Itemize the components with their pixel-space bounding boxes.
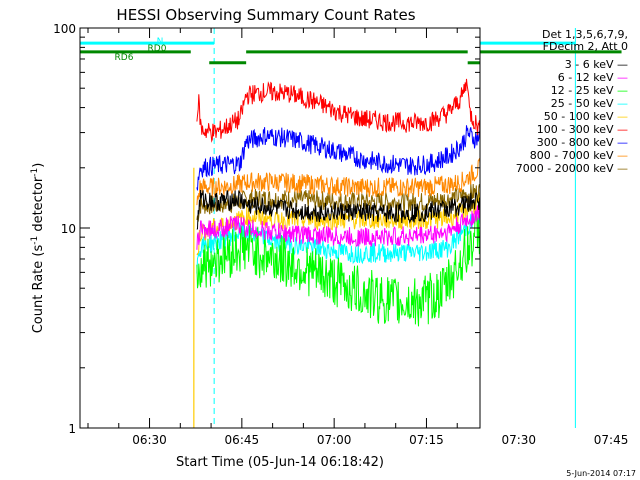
y-tick-label-100: 100 bbox=[53, 22, 76, 36]
legend-header-line-1: Det 1,3,5,6,7,9, bbox=[542, 28, 628, 41]
y-tick-label-10: 10 bbox=[61, 222, 76, 236]
x-tick-label-0715: 07:15 bbox=[409, 433, 444, 447]
legend-entry-3-6-keV: 3 - 6 keV — bbox=[565, 58, 628, 71]
legend-entry-25-50-keV: 25 - 50 keV — bbox=[551, 97, 628, 110]
series-line-3-6-keV bbox=[196, 189, 480, 230]
x-tick-label-0630: 06:30 bbox=[132, 433, 167, 447]
y-axis: 1 10 100 bbox=[53, 22, 480, 436]
series-line-300-800-keV bbox=[196, 125, 480, 191]
legend-entry-300-800-keV: 300 - 800 keV — bbox=[537, 136, 628, 149]
series-line-25-50-keV bbox=[196, 208, 480, 274]
flag-label-rd0: RD0 bbox=[148, 44, 167, 54]
series-line-12-25-keV bbox=[196, 213, 480, 327]
legend-entry-50-100-keV: 50 - 100 keV — bbox=[544, 110, 628, 123]
x-axis-label: Start Time (05-Jun-14 06:18:42) bbox=[176, 455, 384, 470]
legend-entry-7000-20000-keV: 7000 - 20000 keV — bbox=[516, 162, 628, 175]
legend-entry-800-7000-keV: 800 - 7000 keV — bbox=[530, 149, 628, 162]
legend-entry-100-300-keV: 100 - 300 keV — bbox=[537, 123, 628, 136]
series-line-800-7000-keV bbox=[196, 157, 480, 206]
x-tick-label-0700: 07:00 bbox=[317, 433, 352, 447]
x-axis: 06:30 06:45 07:00 07:15 07:30 07:45 bbox=[87, 28, 629, 447]
y-axis-label-sup-2: -1 bbox=[30, 168, 40, 177]
flag-label-rd6: RD6 bbox=[115, 53, 134, 63]
series-layer bbox=[193, 78, 480, 428]
flag-label-n: N bbox=[157, 37, 164, 47]
legend-entry-12-25-keV: 12 - 25 keV — bbox=[551, 84, 628, 97]
y-axis-label-part-b: detector bbox=[31, 176, 46, 236]
legend: Det 1,3,5,6,7,9, FDecim 2, Att 0 3 - 6 k… bbox=[516, 28, 628, 175]
y-axis-label: Count Rate (s-1 detector-1) bbox=[30, 163, 46, 334]
footer-timestamp: 5-Jun-2014 07:17 bbox=[566, 469, 636, 478]
chart-title: HESSI Observing Summary Count Rates bbox=[116, 6, 415, 24]
x-tick-label-0745: 07:45 bbox=[594, 433, 629, 447]
x-tick-label-0730: 07:30 bbox=[501, 433, 536, 447]
y-axis-label-part-c: ) bbox=[31, 163, 46, 168]
legend-header-line-2: FDecim 2, Att 0 bbox=[543, 40, 628, 53]
series-line-100-300-keV bbox=[196, 78, 480, 143]
x-tick-label-0645: 06:45 bbox=[225, 433, 260, 447]
legend-entry-6-12-keV: 6 - 12 keV — bbox=[558, 71, 628, 84]
y-tick-label-1: 1 bbox=[68, 422, 76, 436]
y-axis-label-part-a: Count Rate (s bbox=[31, 245, 46, 334]
y-axis-label-sup-1: -1 bbox=[30, 236, 40, 245]
series-line-6-12-keV bbox=[196, 205, 480, 250]
